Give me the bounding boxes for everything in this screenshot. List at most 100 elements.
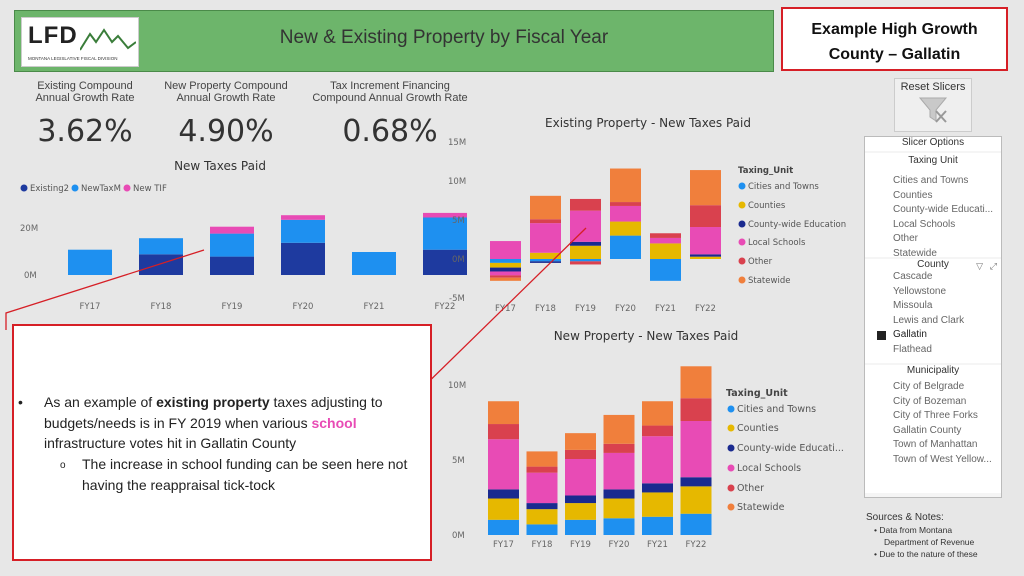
bar-segment <box>690 170 721 206</box>
kpi-label: Compound Annual Growth Rate <box>312 92 468 104</box>
chart1-bars: FY17 FY18 FY19 FY20 FY21 FY22 <box>68 212 467 312</box>
bar-segment <box>490 277 521 281</box>
bullet: • <box>18 394 23 410</box>
bar-segment <box>490 259 521 263</box>
x-tick-label: FY19 <box>222 302 243 312</box>
slicer-panel-title: Slicer Options <box>865 137 1001 151</box>
legend-label: Counties <box>737 423 779 434</box>
bar-segment <box>423 212 467 218</box>
bar-segment <box>281 215 325 220</box>
legend-label: Cities and Towns <box>737 404 816 415</box>
lfd-logo: LFD MONTANA LEGISLATIVE FISCAL DIVISION <box>21 17 139 67</box>
legend-dot-newtax <box>71 184 79 192</box>
slicer-item[interactable]: Cities and Towns <box>893 175 969 186</box>
bar-segment <box>565 449 596 459</box>
slicer-title: County <box>917 259 949 270</box>
bar-segment <box>565 433 596 450</box>
kpi-tif: Tax Increment Financing Compound Annual … <box>304 80 476 149</box>
bar-segment <box>565 495 596 504</box>
bar-segment <box>570 241 601 246</box>
bar-segment <box>530 261 561 263</box>
bar-segment <box>650 243 681 259</box>
text-run-bold: existing property <box>156 394 270 410</box>
bar-segment <box>642 483 673 493</box>
bar-segment <box>680 398 712 421</box>
legend-dot <box>738 201 746 209</box>
slicer-item[interactable]: Flathead <box>893 343 932 355</box>
bar-segment <box>603 452 635 490</box>
reset-slicers-button[interactable]: Reset Slicers <box>894 78 972 132</box>
slicer-item[interactable]: Town of Manhattan <box>893 439 978 451</box>
slicer-item[interactable]: Gallatin County <box>893 424 962 436</box>
legend-label: Local Schools <box>748 238 806 248</box>
x-tick-label: FY21 <box>655 304 676 314</box>
slicer-item[interactable]: Lewis and Clark <box>893 314 965 326</box>
x-tick-label: FY19 <box>575 304 596 314</box>
filter-icon[interactable]: ▽ <box>976 261 983 271</box>
bar-segment <box>680 486 712 514</box>
annotation-text: As an example of existing property taxes… <box>44 392 429 454</box>
filter-clear-icon <box>918 97 948 123</box>
x-tick-label: FY18 <box>151 302 172 312</box>
x-tick-label: FY17 <box>80 302 101 312</box>
chart2-ytick: 5M <box>452 216 465 226</box>
x-tick-label: FY17 <box>493 540 514 550</box>
bar-segment <box>526 509 558 525</box>
bar-segment <box>570 261 601 265</box>
x-tick-label: FY20 <box>293 302 314 312</box>
slicer-item[interactable]: Local Schools <box>893 218 956 230</box>
expand-icon[interactable]: ⤢ <box>989 261 997 271</box>
chart3-ytick: 0M <box>452 531 465 541</box>
header-bar: LFD MONTANA LEGISLATIVE FISCAL DIVISION … <box>14 10 774 72</box>
chart1-ytick: 0M <box>24 271 37 281</box>
bar-segment <box>526 524 558 535</box>
bar-segment <box>570 245 601 259</box>
kpi-label: Annual Growth Rate <box>176 92 276 104</box>
slicer-title: Municipality <box>906 365 960 376</box>
bar-segment <box>570 198 601 211</box>
legend-label: Local Schools <box>737 463 801 474</box>
slicer-item[interactable]: Statewide <box>893 247 937 257</box>
slicer-item[interactable]: Counties <box>893 189 933 201</box>
x-tick-label: FY21 <box>364 302 385 312</box>
chart2-title: Existing Property - New Taxes Paid <box>545 116 751 130</box>
bar-segment <box>610 168 641 203</box>
legend-label: Counties <box>748 201 786 211</box>
bar-segment <box>690 256 721 259</box>
bar-segment <box>610 235 641 259</box>
bar-segment <box>139 238 183 255</box>
bar-segment <box>642 436 673 484</box>
slicer-panel: Slicer Options Taxing Unit Cities and To… <box>864 136 1002 498</box>
logo-subtitle: MONTANA LEGISLATIVE FISCAL DIVISION <box>28 56 118 61</box>
legend-title: Taxing_Unit <box>726 388 788 399</box>
text-run: taxes adjusting to budgets/needs is in F… <box>44 394 383 431</box>
slicer-item[interactable]: City of Three Forks <box>893 410 978 422</box>
slicer-item-selected[interactable]: Gallatin <box>865 328 1001 343</box>
legend-label: County-wide Educati... <box>737 443 844 454</box>
slicer-item[interactable]: Town of West Yellow... <box>893 453 992 465</box>
bar-segment <box>526 503 558 510</box>
annotation-pointer-line <box>409 227 587 401</box>
legend-dot <box>738 238 746 246</box>
bar-segment <box>690 227 721 255</box>
slicer-item[interactable]: City of Bozeman <box>893 395 967 407</box>
chart2-bars: FY17 FY18 FY19 FY20 FY21 FY22 <box>490 168 721 314</box>
sub-bullet: o <box>60 460 66 471</box>
bar-segment <box>650 233 681 238</box>
bar-segment <box>68 249 112 275</box>
page-title: New & Existing Property by Fiscal Year <box>279 27 609 48</box>
slicer-item[interactable]: Cascade <box>893 271 933 282</box>
slicer-item[interactable]: City of Belgrade <box>893 381 965 392</box>
bar-segment <box>210 256 254 275</box>
legend-label: Existing2 <box>30 184 69 194</box>
bar-segment <box>488 489 519 499</box>
bar-segment <box>680 513 712 535</box>
slicer-item[interactable]: County-wide Educati... <box>893 204 994 216</box>
kpi-label: New Property Compound <box>164 80 288 92</box>
legend-dot-newtif <box>123 184 131 192</box>
slicer-item[interactable]: Yellowstone <box>893 285 947 297</box>
slicer-item[interactable]: Other <box>893 233 919 245</box>
slicer-item[interactable]: Missoula <box>893 300 933 312</box>
checkbox-checked-icon[interactable] <box>877 331 886 341</box>
bar-segment <box>603 443 635 453</box>
